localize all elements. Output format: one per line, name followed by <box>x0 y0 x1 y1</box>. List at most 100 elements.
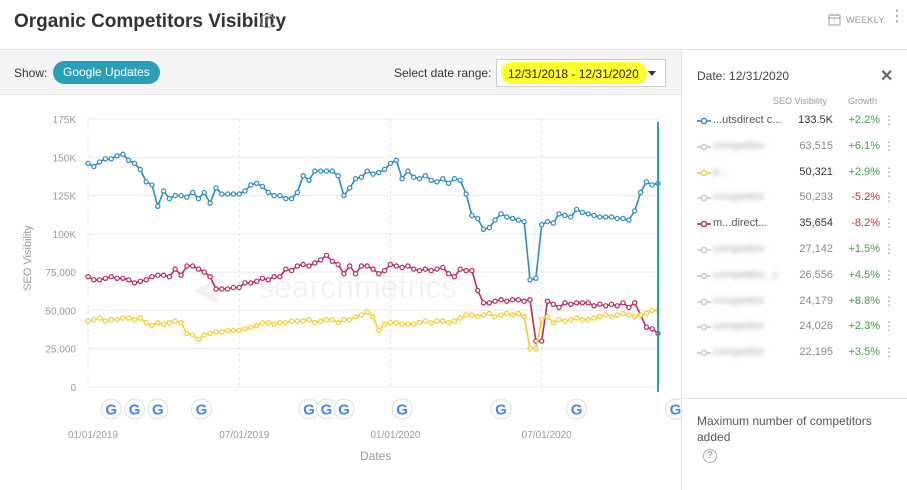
data-point-yellow[interactable] <box>603 312 609 318</box>
data-point-blue[interactable] <box>521 218 527 225</box>
data-point-yellow[interactable] <box>440 318 446 324</box>
data-point-magenta[interactable] <box>306 263 312 269</box>
data-point-yellow[interactable] <box>224 327 231 333</box>
data-point-magenta[interactable] <box>166 273 173 280</box>
data-point-yellow[interactable] <box>434 318 440 324</box>
data-point-blue[interactable] <box>178 192 184 199</box>
data-point-blue[interactable] <box>288 195 295 202</box>
data-point-blue[interactable] <box>85 160 91 167</box>
data-point-magenta[interactable] <box>137 278 143 284</box>
data-point-blue[interactable] <box>550 220 557 226</box>
data-point-blue[interactable] <box>451 175 458 182</box>
data-point-yellow[interactable] <box>637 312 644 318</box>
data-point-blue[interactable] <box>376 169 382 176</box>
header-more-icon[interactable]: ⋮ <box>889 8 905 25</box>
data-point-yellow[interactable] <box>149 322 155 329</box>
data-point-magenta[interactable] <box>614 303 621 309</box>
data-point-blue[interactable] <box>213 185 219 191</box>
data-point-blue[interactable] <box>527 277 533 283</box>
data-point-blue[interactable] <box>102 156 109 162</box>
data-point-blue[interactable] <box>597 214 603 220</box>
data-point-magenta[interactable] <box>341 270 347 277</box>
data-point-yellow[interactable] <box>492 313 498 320</box>
data-point-blue[interactable] <box>143 179 149 185</box>
data-point-magenta[interactable] <box>527 296 533 303</box>
data-point-blue[interactable] <box>358 174 365 180</box>
data-point-blue[interactable] <box>614 215 621 222</box>
data-point-yellow[interactable] <box>463 312 469 318</box>
data-point-yellow[interactable] <box>614 312 621 318</box>
data-point-magenta[interactable] <box>486 300 492 306</box>
data-point-magenta[interactable] <box>143 277 149 283</box>
data-point-blue[interactable] <box>445 180 452 187</box>
data-point-blue[interactable] <box>591 212 597 219</box>
data-point-yellow[interactable] <box>515 310 522 317</box>
data-point-yellow[interactable] <box>445 319 452 326</box>
data-point-magenta[interactable] <box>591 303 597 309</box>
data-point-blue[interactable] <box>405 168 411 174</box>
data-point-magenta[interactable] <box>195 266 202 272</box>
interval-selector[interactable]: 7 WEEKLY <box>828 13 885 26</box>
data-point-blue[interactable] <box>300 172 306 179</box>
data-point-yellow[interactable] <box>504 310 510 317</box>
google-update-marker[interactable] <box>333 398 355 420</box>
competitor-row[interactable]: ...utsdirect c... 133.5K +2.2% ⋮ <box>682 109 907 135</box>
competitor-row[interactable]: competitor 24,026 +2.3% ⋮ <box>682 315 907 341</box>
data-point-yellow[interactable] <box>416 319 423 326</box>
data-point-yellow[interactable] <box>405 321 411 327</box>
data-point-blue[interactable] <box>160 188 167 194</box>
data-point-yellow[interactable] <box>300 318 306 324</box>
data-point-yellow[interactable] <box>277 319 283 326</box>
data-point-magenta[interactable] <box>288 267 295 274</box>
data-point-yellow[interactable] <box>312 319 318 326</box>
data-point-blue[interactable] <box>637 189 644 196</box>
data-point-blue[interactable] <box>556 211 562 217</box>
data-point-yellow[interactable] <box>102 318 109 324</box>
data-point-magenta[interactable] <box>422 266 428 272</box>
data-point-magenta[interactable] <box>184 263 190 269</box>
data-point-magenta[interactable] <box>556 304 562 311</box>
data-point-blue[interactable] <box>649 182 655 188</box>
data-point-yellow[interactable] <box>114 316 120 323</box>
data-point-magenta[interactable] <box>323 252 330 258</box>
data-point-magenta[interactable] <box>347 263 353 269</box>
data-point-blue[interactable] <box>562 212 568 219</box>
data-point-blue[interactable] <box>341 192 347 199</box>
data-point-magenta[interactable] <box>242 280 248 286</box>
data-point-blue[interactable] <box>207 200 213 206</box>
data-point-magenta[interactable] <box>283 266 289 272</box>
data-point-yellow[interactable] <box>620 310 626 317</box>
data-point-yellow[interactable] <box>544 313 551 320</box>
data-point-magenta[interactable] <box>236 284 242 291</box>
data-point-blue[interactable] <box>230 191 237 197</box>
data-point-blue[interactable] <box>539 221 545 228</box>
data-point-blue[interactable] <box>381 166 388 173</box>
data-point-magenta[interactable] <box>102 275 109 281</box>
competitor-row[interactable]: competitor 22,195 +3.5% ⋮ <box>682 341 907 367</box>
data-point-yellow[interactable] <box>329 316 335 323</box>
data-point-magenta[interactable] <box>626 304 632 311</box>
data-point-yellow[interactable] <box>96 315 103 321</box>
google-update-marker[interactable] <box>100 398 122 420</box>
data-point-yellow[interactable] <box>335 319 341 326</box>
data-point-magenta[interactable] <box>562 300 568 306</box>
data-point-yellow[interactable] <box>370 313 376 320</box>
data-point-blue[interactable] <box>486 224 492 231</box>
data-point-yellow[interactable] <box>475 313 481 320</box>
data-point-magenta[interactable] <box>120 275 126 281</box>
data-point-magenta[interactable] <box>294 263 301 269</box>
data-point-blue[interactable] <box>568 214 574 220</box>
data-point-blue[interactable] <box>271 192 277 199</box>
data-point-blue[interactable] <box>457 177 463 184</box>
data-point-yellow[interactable] <box>509 312 516 318</box>
data-point-yellow[interactable] <box>387 319 394 326</box>
data-point-blue[interactable] <box>573 206 580 213</box>
data-point-magenta[interactable] <box>498 296 504 303</box>
data-point-yellow[interactable] <box>498 312 504 318</box>
data-point-blue[interactable] <box>265 189 271 196</box>
data-point-blue[interactable] <box>370 171 376 177</box>
data-point-magenta[interactable] <box>643 324 650 330</box>
data-point-yellow[interactable] <box>318 318 324 324</box>
data-point-yellow[interactable] <box>556 316 562 323</box>
data-point-blue[interactable] <box>416 175 423 182</box>
